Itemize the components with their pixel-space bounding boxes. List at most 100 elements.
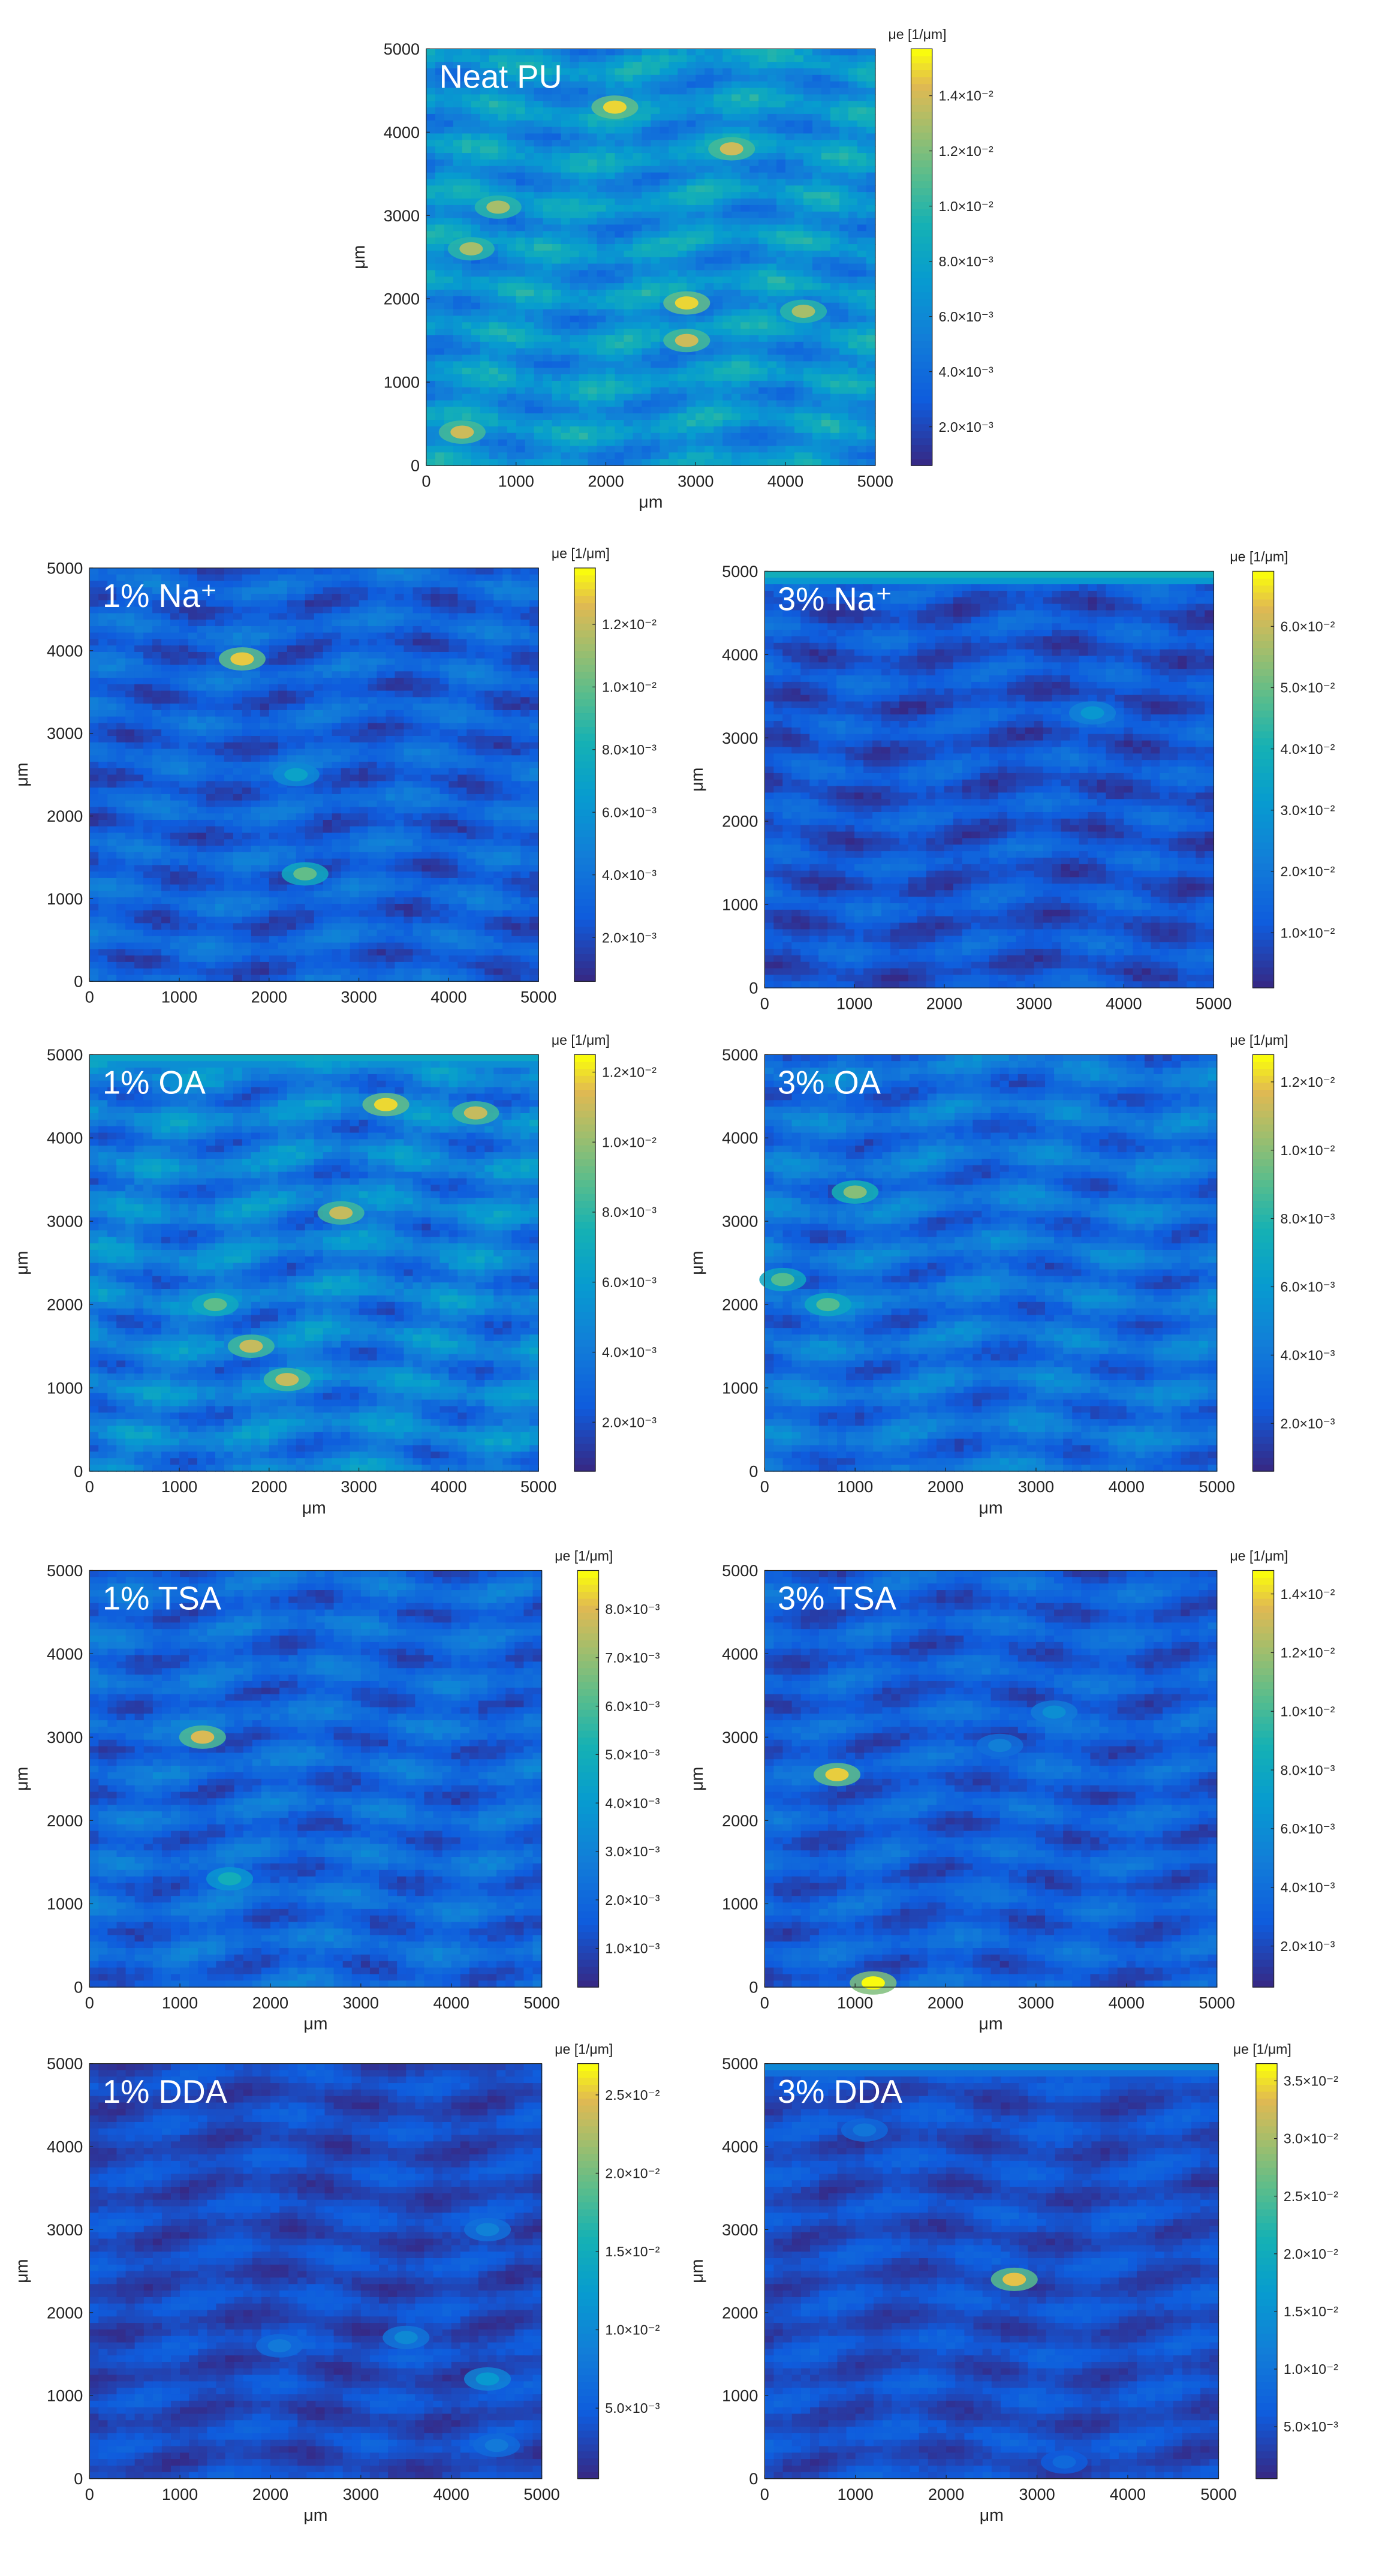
heatmap-cell [314, 749, 324, 756]
heatmap-cell [669, 374, 678, 381]
colorbar-segment [911, 97, 932, 104]
heatmap-cell [579, 329, 589, 336]
heatmap-cell [633, 244, 642, 251]
heatmap-cell [534, 238, 544, 245]
heatmap-cell [848, 459, 858, 466]
heatmap-cell [475, 704, 485, 711]
heatmap-cell [529, 717, 539, 724]
heatmap-cell [534, 101, 544, 108]
heatmap-cell [660, 433, 669, 440]
heatmap-cell [767, 290, 777, 297]
heatmap-cell [624, 179, 633, 186]
heatmap-cell [776, 140, 786, 147]
heatmap-cell [633, 231, 642, 238]
heatmap-cell [687, 459, 696, 466]
heatmap-cell [98, 710, 108, 717]
heatmap-cell [143, 749, 153, 756]
heatmap-cell [430, 697, 440, 704]
heatmap-cell [161, 684, 171, 692]
heatmap-cell [642, 238, 651, 245]
heatmap-cell [570, 153, 580, 160]
heatmap-cell [615, 348, 624, 356]
heatmap-cell [722, 62, 732, 69]
heatmap-cell [749, 309, 759, 317]
heatmap-cell [520, 594, 530, 601]
heatmap-cell [839, 361, 849, 368]
heatmap-cell [426, 387, 436, 395]
heatmap-cell [821, 153, 831, 160]
heatmap-cell [386, 594, 396, 601]
heatmap-cell [848, 153, 858, 160]
heatmap-cell [570, 224, 580, 232]
heatmap-cell [669, 49, 678, 56]
heatmap-cell [457, 581, 467, 588]
heatmap-cell [740, 264, 750, 271]
heatmap-cell [713, 361, 723, 368]
heatmap-cell [413, 575, 422, 582]
heatmap-cell [704, 185, 714, 193]
heatmap-cell [857, 309, 867, 317]
heatmap-cell [821, 94, 831, 101]
heatmap-cell [722, 160, 732, 167]
heatmap-cell [740, 68, 750, 76]
heatmap-cell [651, 140, 660, 147]
heatmap-cell [740, 355, 750, 362]
heatmap-cell [740, 173, 750, 180]
heatmap-cell [731, 218, 741, 226]
heatmap-cell [206, 743, 216, 750]
heatmap-cell [502, 743, 512, 750]
heatmap-cell [696, 315, 705, 323]
heatmap-cell [597, 270, 607, 277]
heatmap-cell [350, 775, 360, 782]
heatmap-cell [89, 639, 99, 646]
heatmap-cell [377, 723, 387, 730]
colorbar-segment [911, 236, 932, 244]
heatmap-cell [435, 401, 445, 408]
heatmap-cell [839, 199, 849, 206]
heatmap-cell [125, 743, 135, 750]
heatmap-cell [170, 633, 180, 640]
heatmap-cell [498, 368, 508, 375]
heatmap-cell [740, 218, 750, 226]
heatmap-cell [98, 684, 108, 692]
heatmap-cell [579, 224, 589, 232]
heatmap-cell [341, 697, 351, 704]
heatmap-cell [278, 568, 288, 575]
heatmap-cell [453, 192, 463, 199]
heatmap-cell [552, 121, 562, 128]
heatmap-cell [839, 231, 849, 238]
heatmap-cell [803, 413, 813, 420]
heatmap-cell [332, 671, 342, 678]
heatmap-cell [803, 146, 813, 154]
heatmap-cell [552, 257, 562, 264]
heatmap-cell [597, 322, 607, 329]
heatmap-cell [296, 671, 306, 678]
heatmap-cell [242, 684, 252, 692]
heatmap-cell [624, 185, 633, 193]
heatmap-cell [480, 322, 490, 329]
heatmap-cell [462, 368, 472, 375]
heatmap-cell [269, 581, 279, 588]
heatmap-cell [624, 459, 633, 466]
heatmap-cell [404, 768, 413, 775]
heatmap-cell [615, 146, 624, 154]
heatmap-cell [471, 127, 481, 134]
heatmap-cell [794, 394, 804, 401]
heatmap-cell [516, 303, 526, 310]
heatmap-cell [116, 704, 126, 711]
heatmap-cell [206, 710, 216, 717]
heatmap-cell [507, 121, 517, 128]
heatmap-cell [624, 426, 633, 434]
heatmap-cell [453, 329, 463, 336]
heatmap-cell [740, 179, 750, 186]
heatmap-cell [776, 68, 786, 76]
heatmap-cell [332, 587, 342, 594]
heatmap-cell [480, 114, 490, 121]
heatmap-cell [332, 607, 342, 614]
heatmap-cell [269, 697, 279, 704]
heatmap-cell [498, 426, 508, 434]
heatmap-cell [498, 49, 508, 56]
heatmap-cell [448, 645, 458, 653]
heatmap-cell [534, 121, 544, 128]
heatmap-cell [633, 94, 642, 101]
